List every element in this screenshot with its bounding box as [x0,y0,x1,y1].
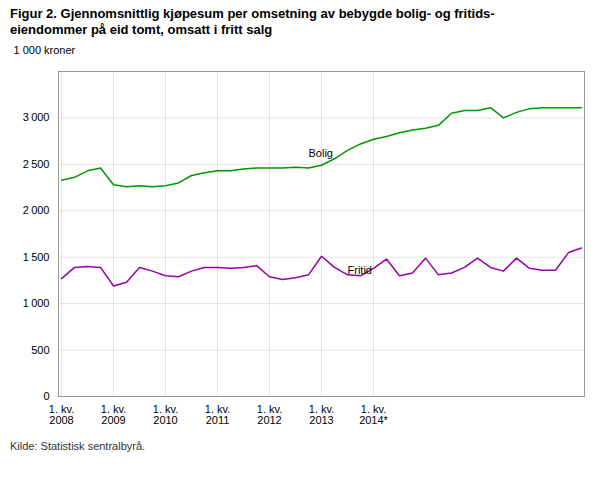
html-text:Kilde: Statistisk sentralbyrå.: Kilde: Statistisk sentralbyrå. [10,439,146,452]
svg-text:3 000: 3 000 [23,111,50,123]
svg-text:1 000: 1 000 [23,297,50,309]
svg-text:500: 500 [31,343,49,355]
svg-text:1 000 kroner: 1 000 kroner [14,44,76,56]
svg-text:Fritid: Fritid [348,263,372,275]
svg-text:0: 0 [43,390,49,402]
svg-text:1. kv.2014*: 1. kv.2014* [359,403,388,426]
svg-text:1. kv.2009: 1. kv.2009 [101,403,126,426]
svg-text:1. kv.2013: 1. kv.2013 [309,403,334,426]
html-text:Figur 2. Gjennomsnittlig kjøpe: Figur 2. Gjennomsnittlig kjøpesum per om… [10,6,495,38]
svg-text:Bolig: Bolig [309,146,333,158]
svg-text:2 000: 2 000 [23,204,50,216]
svg-text:1. kv.2011: 1. kv.2011 [205,403,230,426]
svg-text:2 500: 2 500 [23,157,50,169]
svg-text:1 500: 1 500 [23,250,50,262]
svg-text:1. kv.2010: 1. kv.2010 [153,403,178,426]
svg-text:1. kv.2012: 1. kv.2012 [257,403,282,426]
svg-text:1. kv.2008: 1. kv.2008 [49,403,74,426]
